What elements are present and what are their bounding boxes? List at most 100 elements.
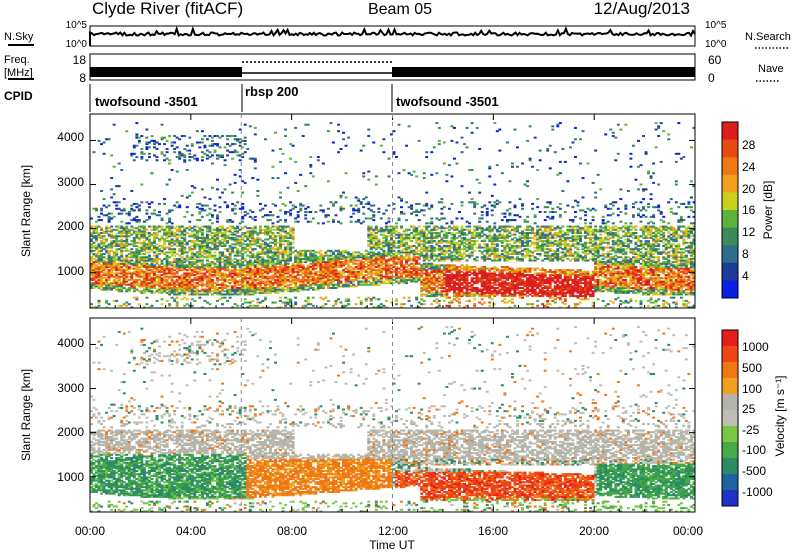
echo-cell	[425, 156, 429, 159]
echo-cell	[442, 299, 446, 302]
echo-cell	[132, 290, 136, 293]
echo-cell	[158, 269, 161, 272]
echo-cell	[102, 265, 106, 268]
echo-cell	[447, 282, 451, 285]
echo-cell	[241, 272, 245, 275]
echo-cell	[223, 264, 227, 267]
echo-cell	[183, 286, 187, 289]
echo-cell	[145, 303, 149, 306]
echo-cell	[120, 283, 124, 286]
echo-cell	[384, 272, 388, 275]
echo-cell	[447, 164, 451, 167]
echo-cell	[377, 269, 381, 272]
echo-cell	[135, 249, 139, 252]
power-heatmap-cells	[90, 122, 696, 309]
echo-cell	[296, 269, 300, 272]
echo-cell	[412, 235, 416, 238]
echo-cell	[238, 267, 242, 270]
echo-cell	[286, 225, 290, 228]
echo-cell	[105, 267, 109, 270]
echo-cell	[296, 285, 300, 288]
echo-cell	[281, 251, 285, 254]
echo-cell	[173, 293, 177, 296]
echo-cell	[387, 248, 391, 251]
echo-cell	[397, 251, 401, 254]
echo-cell	[379, 275, 383, 278]
echo-cell	[173, 204, 177, 207]
echo-cell	[279, 246, 282, 249]
echo-cell	[455, 274, 459, 277]
echo-cell	[115, 236, 119, 239]
echo-cell	[256, 254, 260, 257]
echo-cell	[311, 272, 315, 275]
echo-cell	[105, 265, 109, 268]
echo-cell	[251, 217, 255, 220]
echo-cell	[163, 251, 167, 254]
echo-cell	[352, 262, 356, 265]
echo-cell	[92, 257, 96, 260]
echo-cell	[372, 259, 376, 262]
echo-cell	[190, 144, 194, 147]
echo-cell	[223, 285, 227, 288]
echo-cell	[412, 253, 416, 256]
echo-cell	[248, 230, 252, 233]
echo-cell	[455, 227, 459, 230]
echo-cell	[284, 265, 288, 268]
echo-cell	[241, 264, 245, 267]
echo-cell	[281, 230, 285, 233]
echo-cell	[435, 264, 439, 267]
echo-cell	[266, 283, 270, 286]
echo-cell	[389, 254, 393, 257]
echo-cell	[382, 246, 386, 249]
echo-cell	[95, 282, 98, 285]
echo-cell	[407, 246, 411, 249]
echo-cell	[117, 259, 121, 262]
echo-cell	[211, 143, 214, 146]
echo-cell	[221, 227, 224, 230]
echo-cell	[369, 262, 373, 265]
echo-cell	[392, 244, 396, 247]
echo-cell	[460, 270, 464, 273]
echo-cell	[205, 233, 209, 236]
echo-cell	[95, 280, 98, 283]
echo-cell	[410, 270, 414, 273]
echo-cell	[188, 280, 192, 283]
echo-cell	[107, 272, 111, 275]
echo-cell	[125, 274, 129, 277]
echo-cell	[261, 259, 265, 262]
echo-cell	[296, 270, 300, 273]
echo-cell	[125, 290, 129, 293]
echo-cell	[372, 251, 376, 254]
echo-cell	[243, 232, 247, 235]
echo-cell	[357, 256, 361, 259]
echo-cell	[236, 304, 240, 307]
echo-cell	[389, 248, 393, 251]
echo-cell	[105, 278, 109, 281]
echo-cell	[369, 209, 373, 212]
echo-cell	[193, 270, 197, 273]
echo-cell	[455, 275, 459, 278]
echo-cell	[453, 265, 456, 268]
echo-cell	[190, 285, 194, 288]
echo-cell	[140, 233, 144, 236]
echo-cell	[236, 262, 240, 265]
echo-cell	[226, 278, 230, 281]
echo-cell	[387, 204, 391, 207]
echo-cell	[364, 259, 368, 262]
echo-cell	[122, 262, 126, 265]
echo-cell	[445, 222, 449, 225]
echo-cell	[440, 285, 444, 288]
echo-cell	[248, 270, 252, 273]
echo-cell	[110, 267, 114, 270]
echo-cell	[372, 141, 376, 144]
echo-cell	[319, 283, 323, 286]
echo-cell	[105, 280, 109, 283]
echo-cell	[415, 230, 419, 233]
echo-cell	[319, 296, 323, 299]
echo-cell	[332, 265, 335, 268]
echo-cell	[231, 293, 235, 296]
echo-cell	[97, 299, 101, 302]
echo-cell	[208, 270, 212, 273]
echo-cell	[200, 230, 204, 233]
echo-cell	[142, 232, 146, 235]
